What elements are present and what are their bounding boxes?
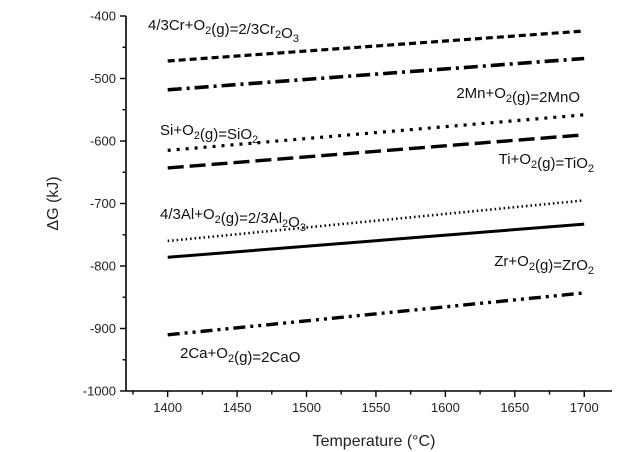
y-axis-title: ΔG (kJ) xyxy=(45,176,62,230)
y-tick-label: -900 xyxy=(90,321,116,336)
series-label-ti: Ti+O2(g)=TiO2 xyxy=(499,151,594,175)
series-label-al: 4/3Al+O2(g)=2/3Al2O3 xyxy=(160,206,306,234)
plot-area xyxy=(167,29,585,337)
series-label-mn: 2Mn+O2(g)=2MnO xyxy=(456,85,580,106)
x-tick-label: 1600 xyxy=(431,400,460,415)
x-tick-label: 1700 xyxy=(570,400,599,415)
x-tick-label: 1400 xyxy=(153,400,182,415)
series-label-cr: 4/3Cr+O2(g)=2/3Cr2O3 xyxy=(148,17,299,45)
series-line-cr xyxy=(167,29,585,63)
series-line-zr xyxy=(167,222,585,259)
y-tick-label: -700 xyxy=(90,196,116,211)
series-line-mn xyxy=(167,56,585,92)
series-label-si: Si+O2(g)=SiO2 xyxy=(160,122,258,146)
x-tick-label: 1450 xyxy=(223,400,252,415)
x-axis-title: Temperature (°C) xyxy=(313,433,436,450)
axes: -1000 -900 -800 -700 -600 -500 -400 1400 1450 150… xyxy=(83,9,612,415)
y-tick-label: -500 xyxy=(90,71,116,86)
series-labels: 4/3Cr+O2(g)=2/3Cr2O3 2Mn+O2(g)=2MnO Si+O2(… xyxy=(148,17,594,366)
x-tick-label: 1550 xyxy=(361,400,390,415)
series-line-ti xyxy=(167,133,585,170)
x-tick-label: 1650 xyxy=(500,400,529,415)
y-tick-label: -400 xyxy=(90,9,116,24)
y-tick-label: -1000 xyxy=(83,384,116,399)
y-tick-label: -600 xyxy=(90,134,116,149)
series-label-zr: Zr+O2(g)=ZrO2 xyxy=(494,253,594,277)
series-label-ca: 2Ca+O2(g)=2CaO xyxy=(180,345,300,366)
series-line-ca xyxy=(167,291,585,337)
series-line-si xyxy=(167,113,585,152)
x-tick-label: 1500 xyxy=(292,400,321,415)
y-tick-label: -800 xyxy=(90,259,116,274)
